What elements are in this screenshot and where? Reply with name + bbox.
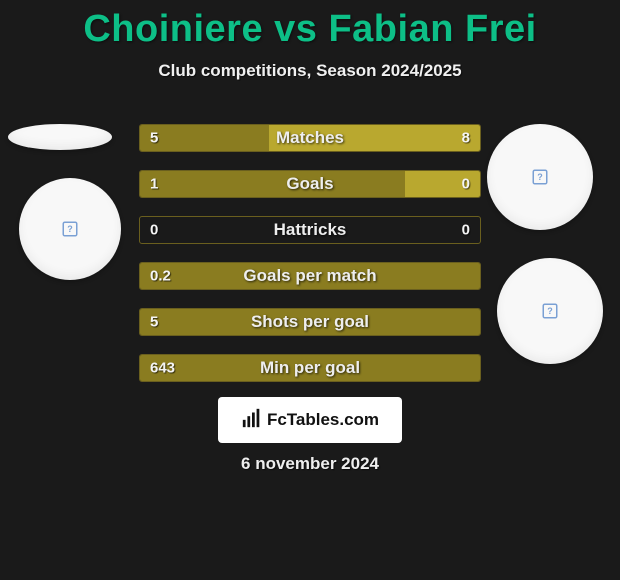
stat-left-value: 643	[150, 360, 175, 377]
player-avatar-left: ?	[19, 178, 121, 280]
stat-right-value: 8	[462, 130, 470, 147]
svg-text:?: ?	[67, 224, 73, 234]
placeholder-icon: ?	[61, 220, 79, 238]
svg-text:?: ?	[547, 306, 553, 316]
stat-left-value: 0.2	[150, 268, 171, 285]
chart-icon	[241, 407, 263, 434]
player-avatar-right-top: ?	[487, 124, 593, 230]
stat-right-value: 0	[462, 222, 470, 239]
stat-left-value: 5	[150, 130, 158, 147]
stat-left-value: 5	[150, 314, 158, 331]
stat-row-hattricks: 0 Hattricks 0	[139, 216, 481, 244]
stat-row-goals: 1 Goals 0	[139, 170, 481, 198]
stat-label: Goals per match	[243, 266, 376, 286]
stat-label: Hattricks	[274, 220, 347, 240]
stat-label: Goals	[286, 174, 333, 194]
stats-panel: 5 Matches 8 1 Goals 0 0 Hattricks 0 0.2 …	[139, 124, 481, 400]
stat-row-min-per-goal: 643 Min per goal	[139, 354, 481, 382]
placeholder-icon: ?	[541, 302, 559, 320]
decor-ellipse	[8, 124, 112, 150]
svg-text:?: ?	[537, 172, 543, 182]
date-label: 6 november 2024	[241, 454, 379, 474]
stat-label: Matches	[276, 128, 344, 148]
stat-bar-left	[140, 171, 405, 197]
player-avatar-right-bottom: ?	[497, 258, 603, 364]
logo-text: FcTables.com	[267, 410, 379, 430]
stat-bar-left	[140, 125, 269, 151]
placeholder-icon: ?	[531, 168, 549, 186]
stat-row-shots-per-goal: 5 Shots per goal	[139, 308, 481, 336]
stat-left-value: 0	[150, 222, 158, 239]
stat-row-matches: 5 Matches 8	[139, 124, 481, 152]
stat-label: Shots per goal	[251, 312, 369, 332]
stat-label: Min per goal	[260, 358, 360, 378]
stat-right-value: 0	[462, 176, 470, 193]
stat-left-value: 1	[150, 176, 158, 193]
stat-row-goals-per-match: 0.2 Goals per match	[139, 262, 481, 290]
page-title: Choiniere vs Fabian Frei	[0, 0, 620, 51]
fctables-logo[interactable]: FcTables.com	[218, 397, 402, 443]
subtitle: Club competitions, Season 2024/2025	[0, 61, 620, 81]
